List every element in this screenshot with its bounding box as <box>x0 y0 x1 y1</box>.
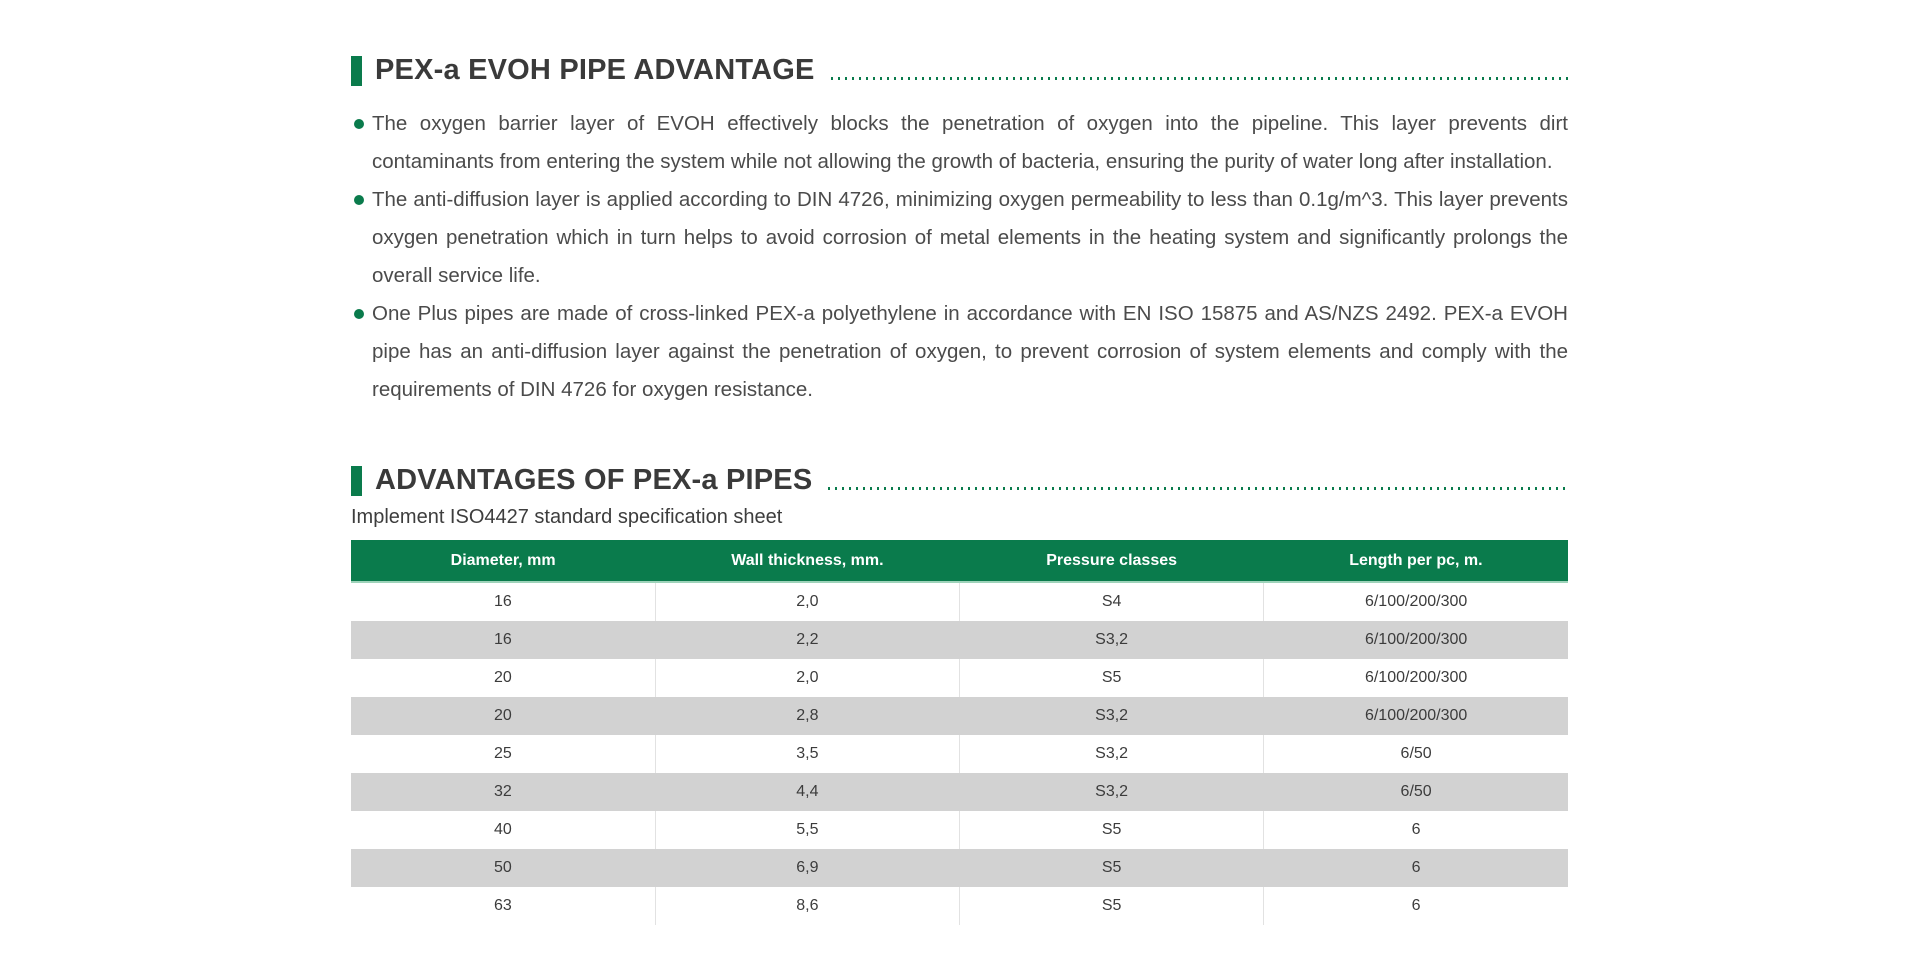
table-cell: S4 <box>958 582 1264 621</box>
spec-table-container: Diameter, mm Wall thickness, mm. Pressur… <box>351 540 1568 925</box>
table-cell: 6/50 <box>1400 783 1432 800</box>
table-cell: S5 <box>958 887 1264 925</box>
table-row: 20 2,0 S5 6/100/200/300 <box>351 659 1568 697</box>
table-cell: 6/50 <box>1263 735 1568 773</box>
table-cell: 8,6 <box>654 887 960 925</box>
table-cell: 2,8 <box>796 707 819 724</box>
section-title-advantages: ADVANTAGES OF PEX-a PIPES <box>375 464 813 496</box>
table-cell: 16 <box>493 593 512 610</box>
accent-bar-icon <box>351 55 362 86</box>
accent-bar-icon <box>351 465 362 496</box>
table-cell: 6 <box>1263 887 1568 925</box>
table-cell: 20 <box>493 669 512 686</box>
spec-table: Diameter, mm Wall thickness, mm. Pressur… <box>351 540 1568 925</box>
bullet-text: The oxygen barrier layer of EVOH effecti… <box>372 112 1568 173</box>
table-cell: 6/100/200/300 <box>1364 707 1468 724</box>
table-cell: 2,2 <box>796 631 819 648</box>
table-cell: 25 <box>493 745 512 762</box>
column-header-wall-thickness: Wall thickness, mm. <box>655 540 960 583</box>
column-header-length-per-pc: Length per pc, m. <box>1263 540 1568 583</box>
table-cell: 2,0 <box>654 582 960 621</box>
table-cell: 63 <box>493 897 512 914</box>
table-row: 50 6,9 S5 6 <box>351 849 1568 887</box>
table-row: 40 5,5 S5 6 <box>351 811 1568 849</box>
table-cell: 6,9 <box>796 859 819 876</box>
bullet-list: The oxygen barrier layer of EVOH effecti… <box>351 105 1568 409</box>
table-cell: 50 <box>493 859 512 876</box>
table-cell: 6 <box>1411 859 1421 876</box>
table-cell: 4,4 <box>796 783 819 800</box>
table-cell: 40 <box>493 821 512 838</box>
table-subtitle: Implement ISO4427 standard specification… <box>351 506 783 528</box>
bullet-icon <box>354 309 364 319</box>
bullet-text: The anti-diffusion layer is applied acco… <box>372 188 1568 287</box>
dotted-leader-line <box>828 487 1568 490</box>
table-cell: 6/100/200/300 <box>1263 582 1568 621</box>
table-cell: S3,2 <box>1095 783 1129 800</box>
table-cell: S3,2 <box>1095 707 1129 724</box>
spec-table-body: 16 2,0 S4 6/100/200/300 16 2,2 S3,2 6/10… <box>351 582 1568 925</box>
table-cell: 32 <box>493 783 512 800</box>
bullet-item: One Plus pipes are made of cross-linked … <box>351 295 1568 409</box>
table-row: 32 4,4 S3,2 6/50 <box>351 773 1568 811</box>
bullet-text: One Plus pipes are made of cross-linked … <box>372 302 1568 401</box>
bullet-item: The oxygen barrier layer of EVOH effecti… <box>351 105 1568 181</box>
table-cell: 6/100/200/300 <box>1263 659 1568 697</box>
table-cell: S5 <box>958 659 1264 697</box>
table-row: 63 8,6 S5 6 <box>351 887 1568 925</box>
table-row: 25 3,5 S3,2 6/50 <box>351 735 1568 773</box>
table-cell: S5 <box>958 811 1264 849</box>
table-cell: S3,2 <box>1095 631 1129 648</box>
column-header-diameter: Diameter, mm <box>351 540 656 583</box>
table-cell: 6 <box>1263 811 1568 849</box>
table-cell: 16 <box>493 631 512 648</box>
table-row: 16 2,0 S4 6/100/200/300 <box>351 582 1568 621</box>
table-cell: 6/100/200/300 <box>1364 631 1468 648</box>
bullet-icon <box>354 119 364 129</box>
dotted-leader-line <box>830 77 1568 80</box>
spec-table-head: Diameter, mm Wall thickness, mm. Pressur… <box>351 540 1568 583</box>
section-title-evoh: PEX-a EVOH PIPE ADVANTAGE <box>375 54 815 86</box>
bullet-item: The anti-diffusion layer is applied acco… <box>351 181 1568 295</box>
table-row: 16 2,2 S3,2 6/100/200/300 <box>351 621 1568 659</box>
table-cell: 20 <box>493 707 512 724</box>
table-cell: 3,5 <box>654 735 960 773</box>
section-header-advantages: ADVANTAGES OF PEX-a PIPES <box>351 464 1568 497</box>
table-cell: S3,2 <box>958 735 1264 773</box>
table-cell: S5 <box>1101 859 1122 876</box>
header-row: Diameter, mm Wall thickness, mm. Pressur… <box>351 540 1568 583</box>
section-header-evoh: PEX-a EVOH PIPE ADVANTAGE <box>351 54 1568 87</box>
table-cell: 2,0 <box>654 659 960 697</box>
table-row: 20 2,8 S3,2 6/100/200/300 <box>351 697 1568 735</box>
column-header-pressure-classes: Pressure classes <box>959 540 1264 583</box>
table-cell: 5,5 <box>654 811 960 849</box>
bullet-icon <box>354 195 364 205</box>
